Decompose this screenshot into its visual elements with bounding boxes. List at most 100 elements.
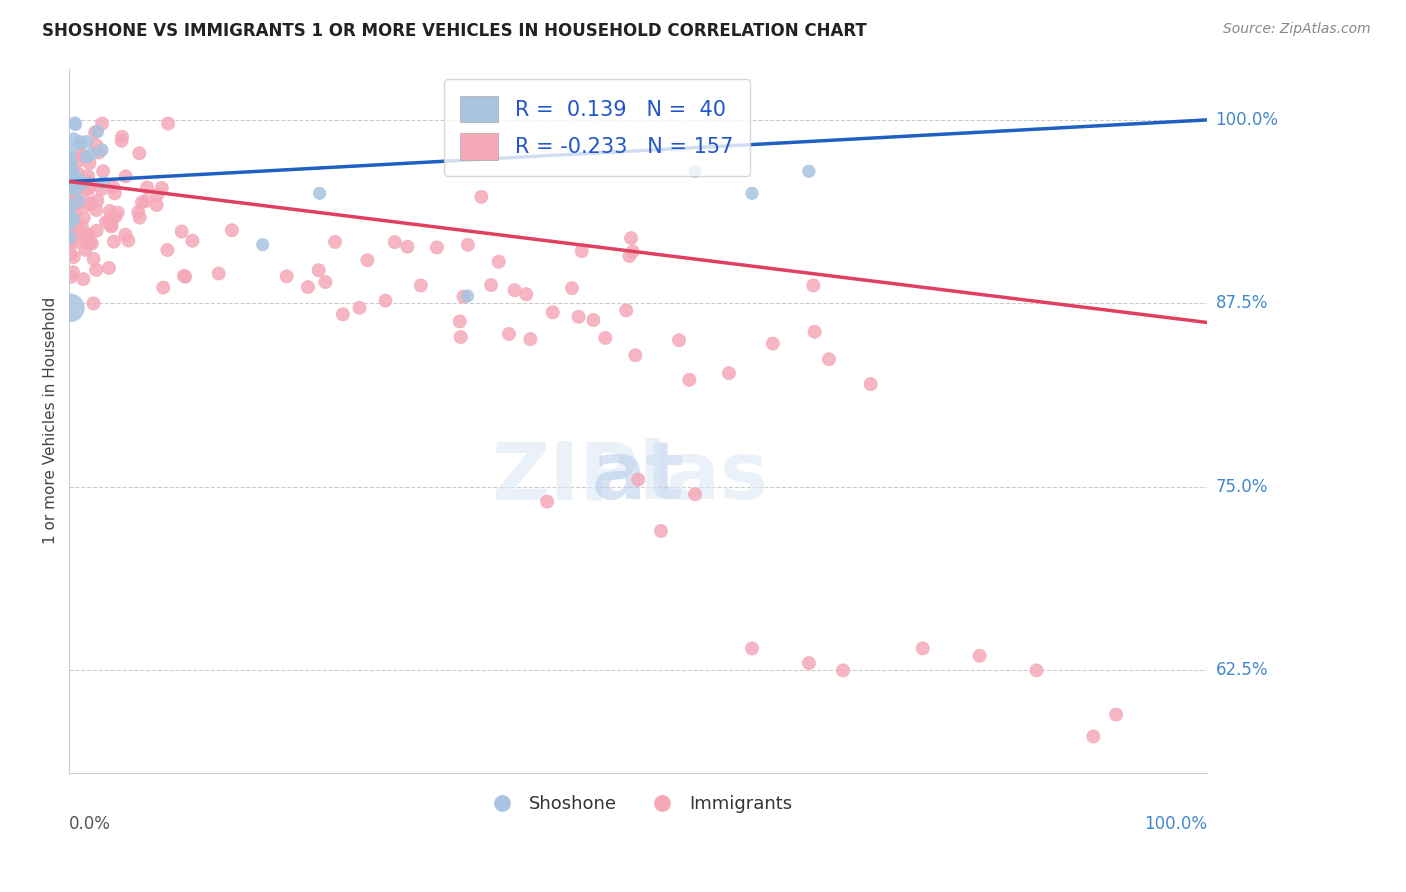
- Point: [58, 225, 80, 239]
- Point: [104, 186, 127, 201]
- Point: [498, 326, 520, 341]
- Point: [65, 204, 87, 219]
- Point: [332, 307, 354, 321]
- Point: [515, 287, 537, 301]
- Point: [94, 215, 117, 229]
- Point: [80, 146, 103, 161]
- Point: [72, 149, 94, 163]
- Point: [98, 260, 121, 275]
- Point: [571, 244, 593, 259]
- Point: [453, 290, 475, 304]
- Point: [470, 190, 492, 204]
- Point: [801, 278, 824, 293]
- Point: [650, 524, 672, 538]
- Point: [59, 224, 82, 238]
- Point: [59, 247, 82, 261]
- Point: [62, 212, 84, 227]
- Point: [59, 176, 82, 190]
- Point: [859, 377, 882, 392]
- Point: [717, 366, 740, 380]
- Point: [409, 278, 432, 293]
- Point: [911, 641, 934, 656]
- Point: [80, 196, 103, 211]
- Point: [86, 224, 108, 238]
- Point: [79, 235, 101, 249]
- Point: [75, 243, 97, 257]
- Point: [63, 192, 86, 206]
- Point: [83, 252, 105, 266]
- Point: [797, 164, 820, 178]
- Point: [683, 487, 706, 501]
- Point: [488, 254, 510, 268]
- Point: [73, 173, 96, 187]
- Point: [80, 196, 103, 211]
- Point: [818, 352, 841, 367]
- Point: [84, 125, 107, 139]
- Point: [70, 192, 93, 206]
- Point: [114, 227, 136, 242]
- Point: [741, 641, 763, 656]
- Point: [741, 186, 763, 201]
- Point: [60, 182, 83, 196]
- Point: [59, 153, 82, 168]
- Point: [762, 336, 785, 351]
- Point: [181, 234, 204, 248]
- Point: [58, 151, 80, 165]
- Point: [128, 211, 150, 225]
- Point: [72, 176, 94, 190]
- Point: [75, 227, 97, 242]
- Point: [314, 275, 336, 289]
- Point: [69, 135, 91, 149]
- Point: [135, 194, 157, 208]
- Point: [60, 198, 83, 212]
- Point: [77, 169, 100, 183]
- Point: [67, 196, 90, 211]
- Point: [624, 348, 647, 362]
- Point: [114, 169, 136, 184]
- Point: [100, 219, 122, 233]
- Point: [62, 178, 84, 192]
- Point: [62, 250, 84, 264]
- Point: [128, 146, 150, 161]
- Point: [627, 473, 650, 487]
- Point: [98, 204, 121, 219]
- Point: [75, 150, 97, 164]
- Point: [63, 116, 86, 130]
- Point: [59, 182, 82, 196]
- Point: [150, 181, 173, 195]
- Point: [396, 239, 419, 253]
- Point: [503, 283, 526, 297]
- Point: [62, 169, 84, 184]
- Point: [58, 202, 80, 217]
- Point: [541, 305, 564, 319]
- Point: [111, 129, 134, 144]
- Point: [66, 167, 89, 181]
- Legend: Shoshone, Immigrants: Shoshone, Immigrants: [477, 789, 800, 821]
- Point: [58, 230, 80, 244]
- Point: [69, 229, 91, 244]
- Point: [136, 180, 159, 194]
- Point: [70, 178, 93, 193]
- Point: [59, 220, 82, 235]
- Point: [91, 117, 114, 131]
- Point: [90, 182, 112, 196]
- Point: [86, 203, 108, 218]
- Point: [349, 301, 371, 315]
- Point: [323, 235, 346, 249]
- Point: [110, 134, 132, 148]
- Point: [252, 237, 274, 252]
- Point: [79, 156, 101, 170]
- Text: at: at: [592, 438, 685, 516]
- Text: 0.0%: 0.0%: [69, 815, 111, 833]
- Point: [117, 234, 139, 248]
- Point: [832, 664, 855, 678]
- Point: [86, 124, 108, 138]
- Point: [84, 263, 107, 277]
- Point: [93, 176, 115, 190]
- Point: [76, 235, 98, 250]
- Point: [72, 272, 94, 286]
- Point: [70, 219, 93, 234]
- Point: [77, 181, 100, 195]
- Point: [582, 313, 605, 327]
- Text: las: las: [638, 438, 768, 516]
